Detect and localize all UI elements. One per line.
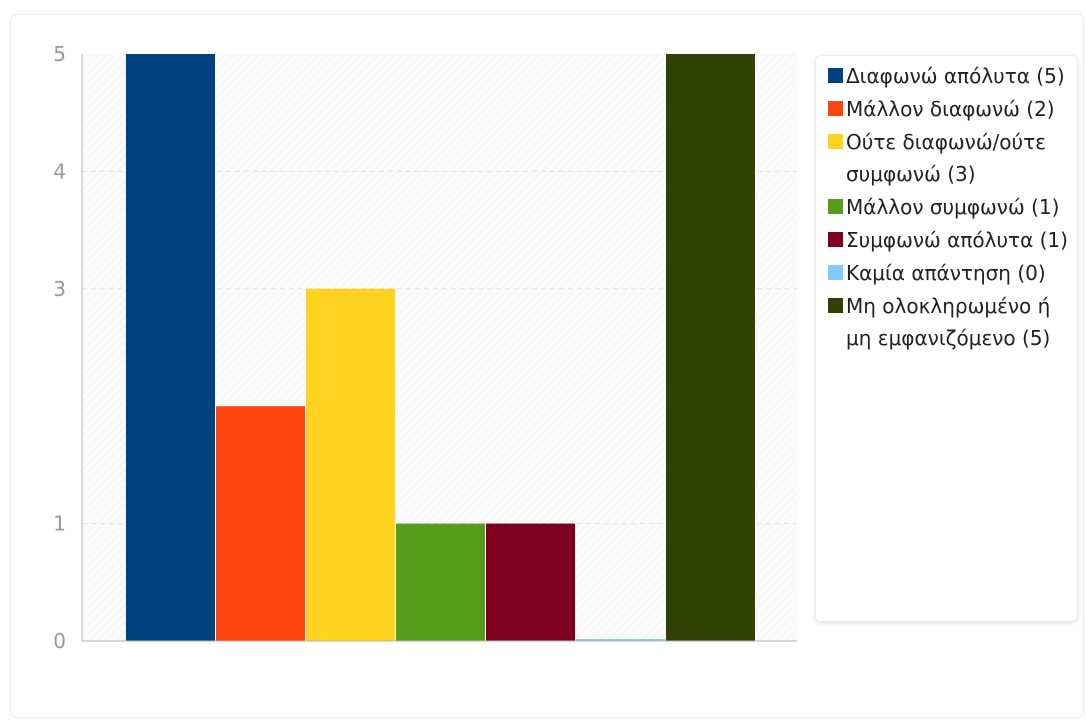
y-tick-label: 3 <box>53 277 66 301</box>
bar-6[interactable] <box>576 639 665 641</box>
y-tick-label: 4 <box>53 159 66 183</box>
legend-item[interactable]: Ούτε διαφωνώ/ούτε συμφωνώ (3) <box>828 126 1071 190</box>
legend-swatch <box>828 199 843 214</box>
legend-label: Μάλλον συμφωνώ (1) <box>846 195 1060 219</box>
legend-label: Μη ολοκληρωμένο ή μη εμφανιζόμενο (5) <box>846 294 1051 350</box>
legend-item[interactable]: Καμία απάντηση (0) <box>828 257 1071 289</box>
bar-5[interactable] <box>486 523 575 641</box>
bars <box>126 54 755 641</box>
legend: Διαφωνώ απόλυτα (5) Μάλλον διαφωνώ (2) Ούτ… <box>815 55 1078 622</box>
legend-item[interactable]: Μάλλον διαφωνώ (2) <box>828 93 1071 125</box>
y-axis-tick-labels: 0 1 3 4 5 <box>53 42 66 653</box>
y-tick-label: 5 <box>53 42 66 66</box>
y-tick-label: 0 <box>53 629 66 653</box>
bar-1[interactable] <box>126 54 215 641</box>
legend-swatch <box>828 298 843 313</box>
legend-swatch <box>828 134 843 149</box>
bar-2[interactable] <box>216 406 305 641</box>
legend-swatch <box>828 265 843 280</box>
legend-item[interactable]: Μάλλον συμφωνώ (1) <box>828 191 1071 223</box>
legend-label: Καμία απάντηση (0) <box>846 261 1046 285</box>
legend-swatch <box>828 232 843 247</box>
y-tick-label: 1 <box>53 512 66 536</box>
legend-label: Ούτε διαφωνώ/ούτε συμφωνώ (3) <box>846 130 1046 186</box>
bar-7[interactable] <box>666 54 755 641</box>
legend-item[interactable]: Μη ολοκληρωμένο ή μη εμφανιζόμενο (5) <box>828 290 1071 354</box>
legend-swatch <box>828 101 843 116</box>
legend-label: Διαφωνώ απόλυτα (5) <box>846 64 1065 88</box>
legend-label: Συμφωνώ απόλυτα (1) <box>846 228 1068 252</box>
bar-3[interactable] <box>306 288 395 641</box>
legend-item[interactable]: Συμφωνώ απόλυτα (1) <box>828 224 1071 256</box>
legend-label: Μάλλον διαφωνώ (2) <box>846 97 1055 121</box>
legend-swatch <box>828 68 843 83</box>
bar-4[interactable] <box>396 523 485 641</box>
legend-item[interactable]: Διαφωνώ απόλυτα (5) <box>828 60 1071 92</box>
